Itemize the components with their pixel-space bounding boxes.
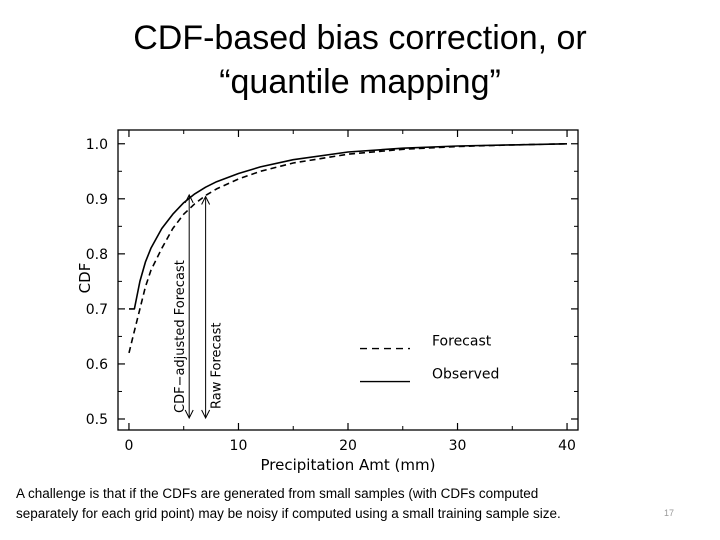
- series-line-observed: [129, 143, 568, 310]
- caption: A challenge is that if the CDFs are gene…: [16, 484, 706, 524]
- x-tick-label: 10: [230, 438, 248, 454]
- x-axis-label: Precipitation Amt (mm): [261, 456, 436, 474]
- x-tick-label: 0: [124, 438, 133, 454]
- y-axis-label: CDF: [76, 263, 94, 294]
- annotation-arrowhead-top: [201, 195, 211, 205]
- annotation-layer: CDF−adjusted Forecast Raw Forecast: [173, 193, 225, 420]
- slide-title-line2: “quantile mapping”: [219, 63, 501, 101]
- x-tick-label: 20: [339, 438, 357, 454]
- legend: Forecast Observed: [360, 334, 499, 383]
- series-line-forecast: [128, 143, 568, 354]
- y-tick-label: 1.0: [86, 137, 108, 153]
- page-number: 17: [664, 508, 675, 518]
- x-tick-label: 40: [558, 438, 576, 454]
- slide-title: CDF-based bias correction, or “quantile …: [60, 16, 660, 104]
- caption-line1: A challenge is that if the CDFs are gene…: [16, 486, 539, 501]
- annotation-arrowhead-bottom: [201, 409, 211, 420]
- annotation-label: CDF−adjusted Forecast: [173, 260, 188, 413]
- cdf-chart: 0 10 20 30 40 0.5 0.6 0.7 0.8 0.9 1.0 CDF−adjusted…: [76, 129, 579, 474]
- legend-label-forecast: Forecast: [432, 334, 492, 350]
- y-tick-label: 0.7: [86, 302, 108, 318]
- y-tick-label: 0.6: [86, 357, 108, 373]
- x-tick-label: 30: [449, 438, 467, 454]
- series-layer: [128, 143, 568, 354]
- y-tick-label: 0.5: [86, 412, 108, 428]
- y-tick-label: 0.9: [86, 192, 108, 208]
- slide-title-line1: CDF-based bias correction, or: [133, 19, 587, 57]
- annotation-arrowhead-top: [184, 193, 194, 204]
- y-tick-label: 0.8: [86, 247, 108, 263]
- annotation-label: Raw Forecast: [210, 322, 225, 409]
- annotation-arrowhead-bottom: [184, 409, 194, 420]
- axes-layer: 0 10 20 30 40 0.5 0.6 0.7 0.8 0.9 1.0: [86, 130, 578, 454]
- legend-label-observed: Observed: [432, 367, 499, 383]
- caption-line2: separately for each grid point) may be n…: [16, 506, 561, 521]
